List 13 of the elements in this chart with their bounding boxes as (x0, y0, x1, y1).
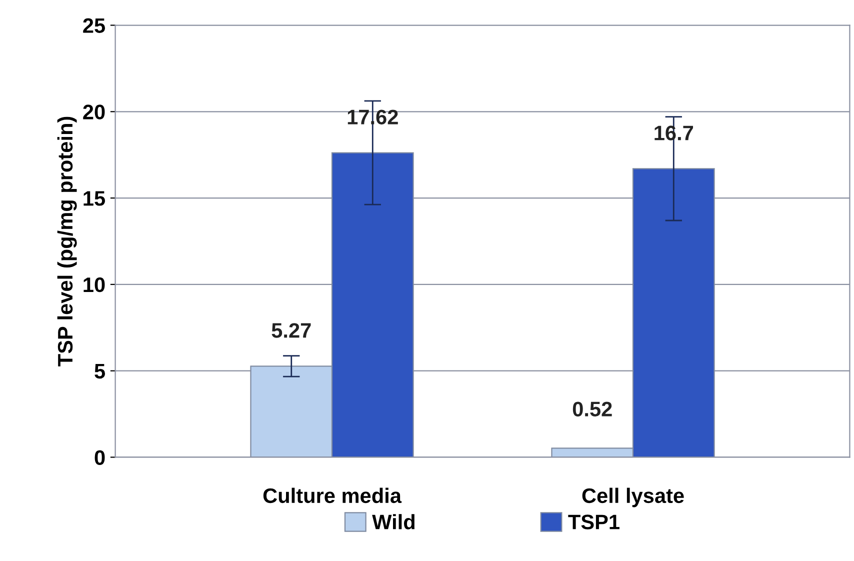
y-tick-label: 10 (84, 277, 105, 292)
x-tick-label: Cell lysate (582, 488, 684, 508)
y-axis-title: TSP level (pg/mg protein) (57, 116, 77, 366)
y-tick-label: 25 (83, 18, 105, 33)
y-tick-label: 0 (94, 450, 105, 465)
y-tick-label: 15 (84, 191, 105, 206)
legend-label: TSP1 (568, 514, 620, 530)
data-label: 0.52 (572, 402, 612, 416)
legend-label: Wild (372, 514, 414, 530)
y-tick-label: 20 (83, 104, 105, 120)
y-tick-label: 5 (94, 364, 105, 379)
data-label: 5.27 (272, 323, 311, 338)
x-tick-label: Culture media (263, 488, 402, 504)
